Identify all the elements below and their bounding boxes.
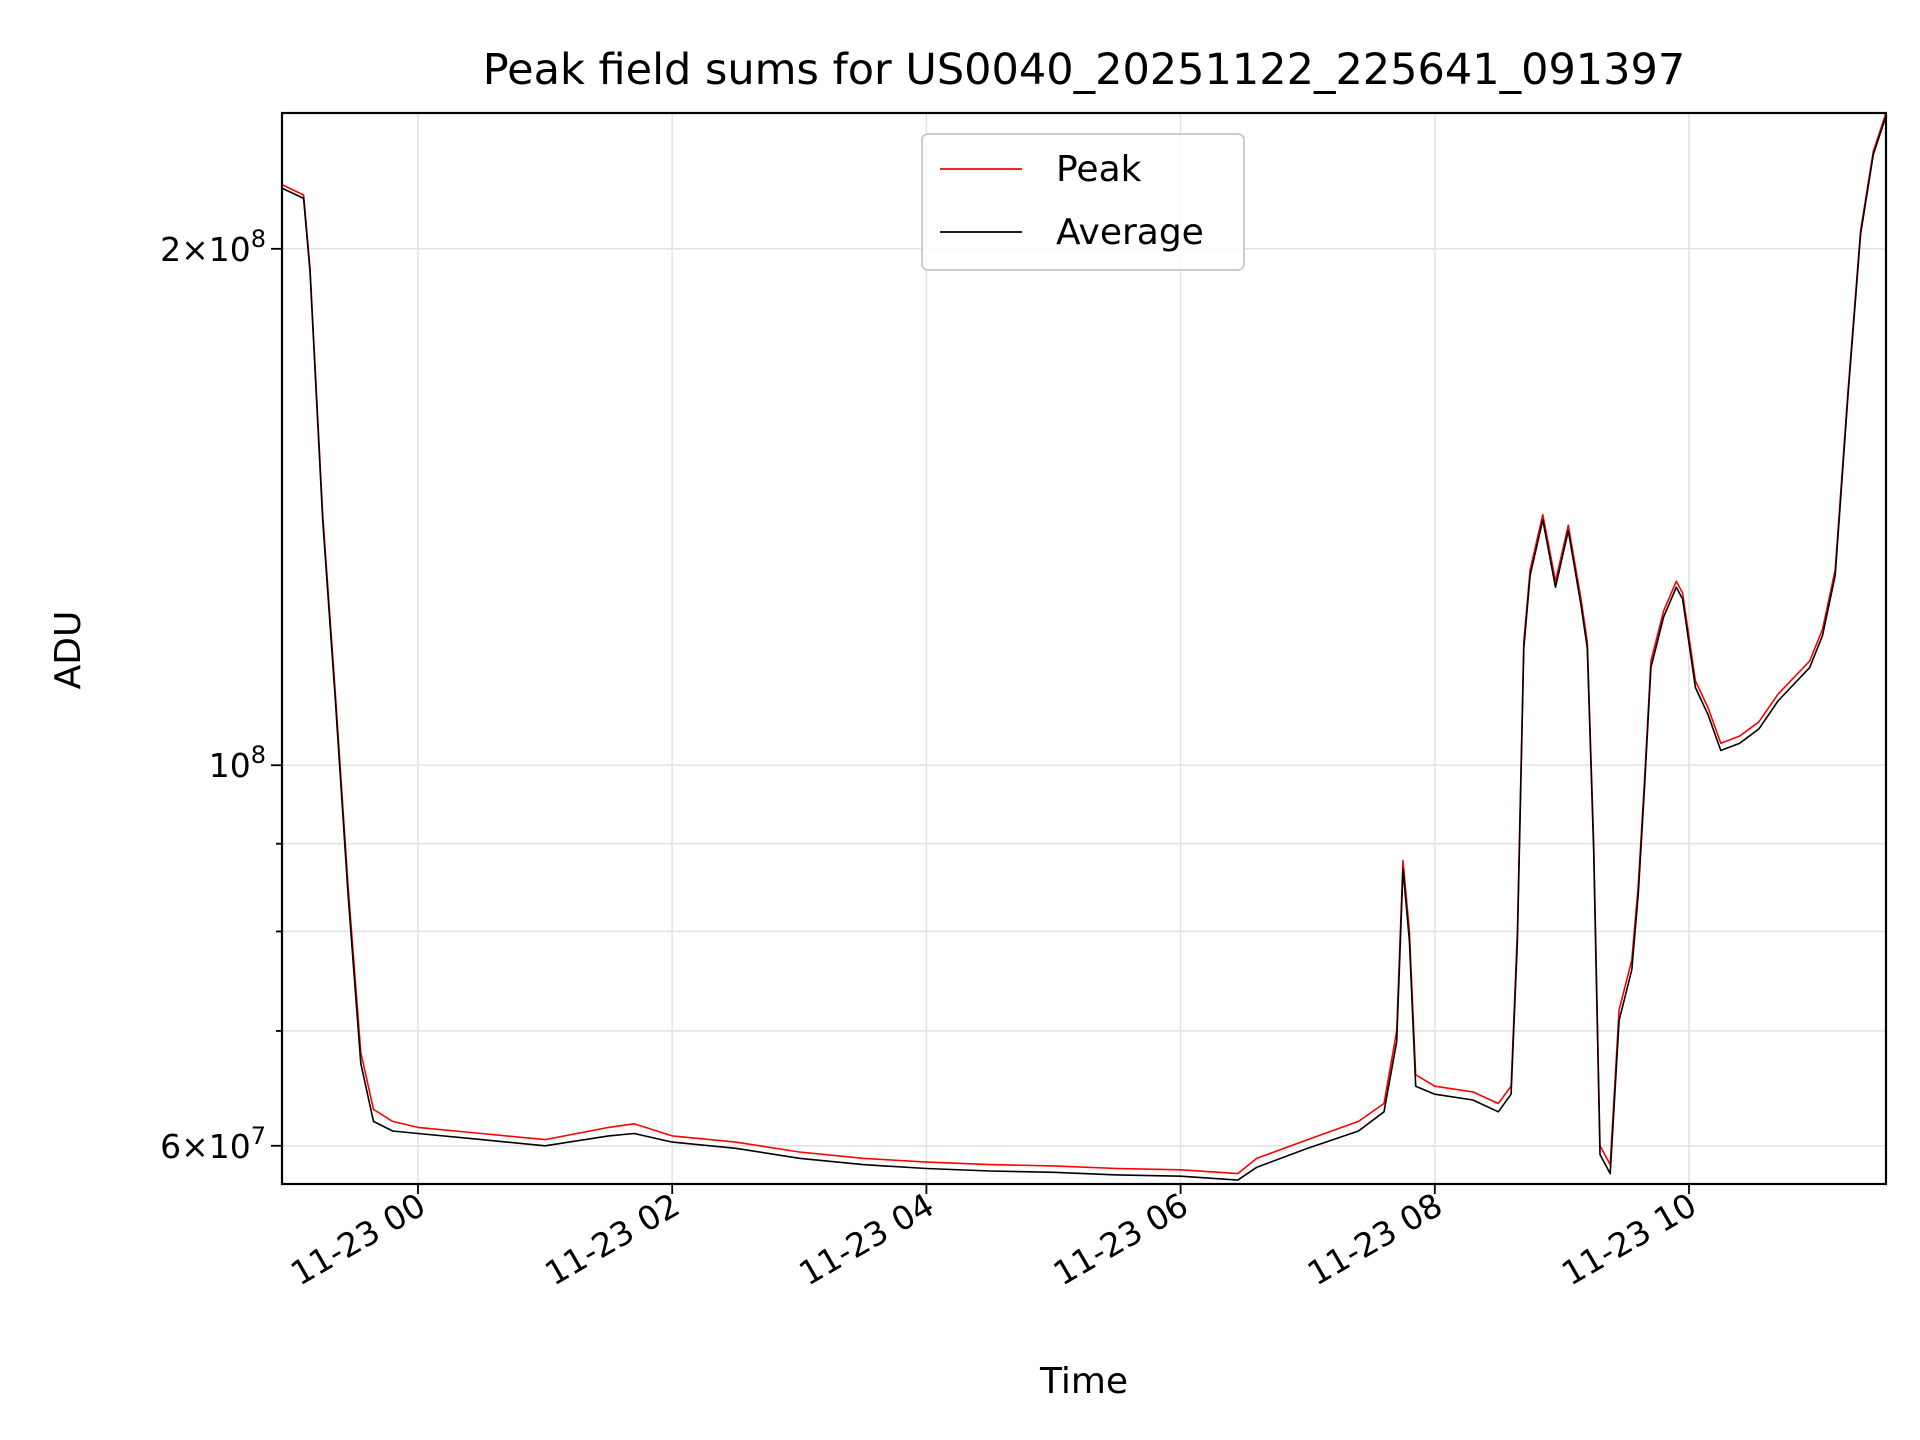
x-axis-label: Time bbox=[1039, 1361, 1128, 1402]
series-line-average bbox=[281, 115, 1887, 1181]
y-tick-label: 6×107 bbox=[160, 1122, 266, 1166]
legend-box bbox=[921, 133, 1245, 271]
y-axis-label: ADU bbox=[48, 611, 89, 690]
series-layer bbox=[281, 112, 1887, 1181]
y-axis: 6×107 108 2×108 bbox=[160, 225, 282, 1166]
series-line-peak bbox=[281, 112, 1887, 1175]
chart-title: Peak field sums for US0040_20251122_2256… bbox=[483, 45, 1686, 95]
legend-peak-label: Peak bbox=[1056, 149, 1142, 190]
plot-frame bbox=[280, 111, 1888, 1186]
legend: Peak Average bbox=[921, 133, 1245, 271]
y-tick-label: 108 bbox=[209, 741, 266, 785]
y-tick-label: 2×108 bbox=[160, 225, 266, 269]
legend-average-label: Average bbox=[1056, 212, 1204, 253]
